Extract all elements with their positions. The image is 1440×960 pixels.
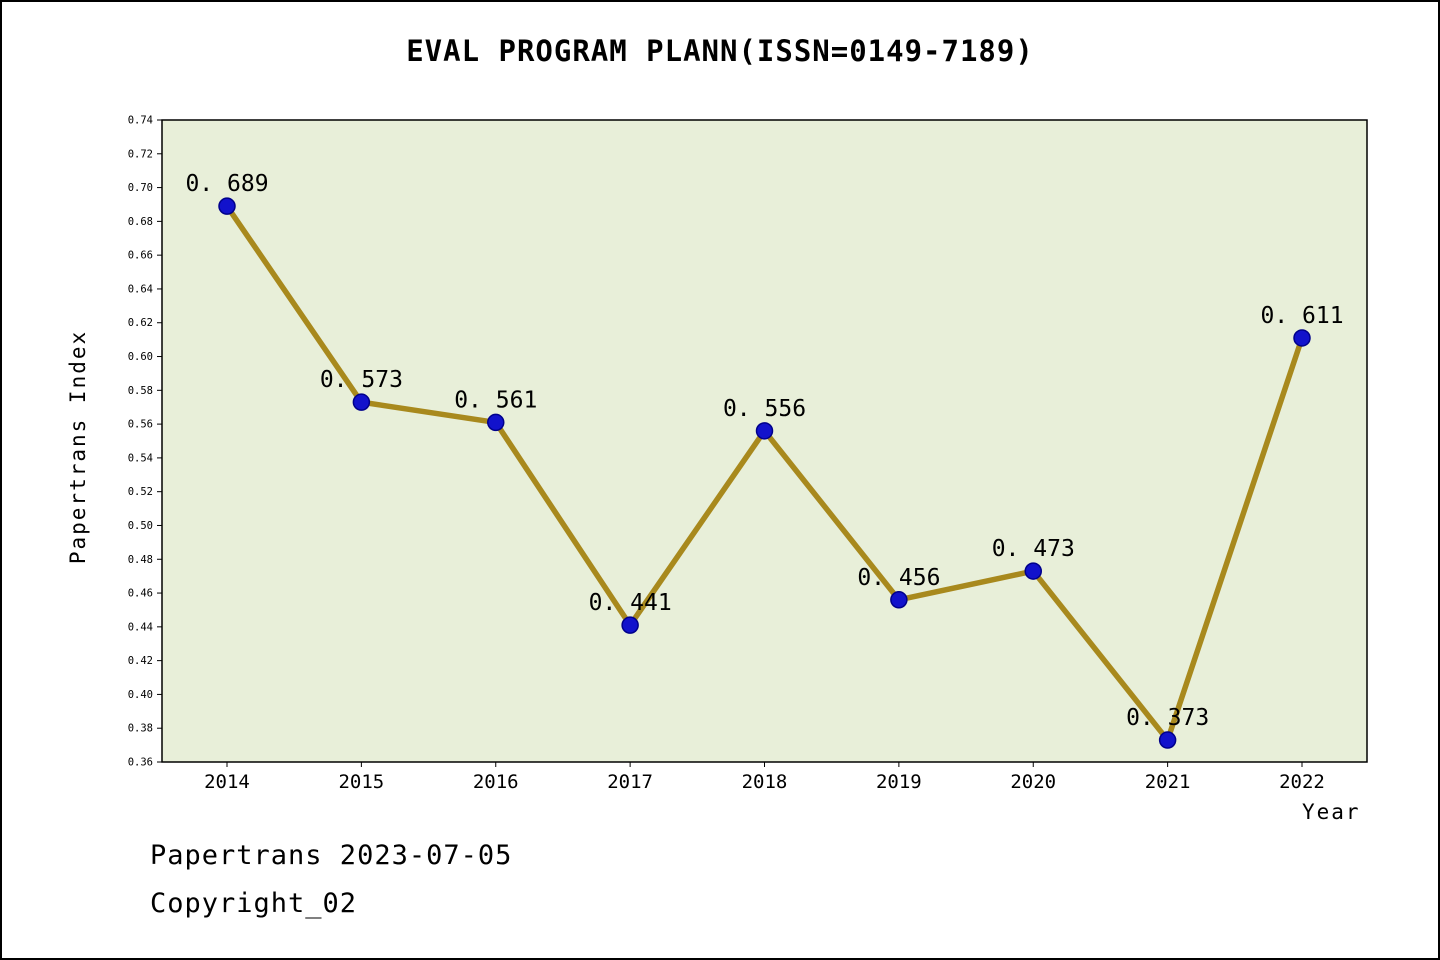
data-point: [1293, 329, 1311, 347]
y-tick-label: 0.40: [128, 689, 153, 701]
y-tick-label: 0.44: [128, 621, 153, 633]
data-point-label: 0. 473: [992, 536, 1075, 562]
x-tick-label: 2017: [607, 771, 653, 793]
y-tick-label: 0.60: [128, 351, 153, 363]
y-tick-label: 0.46: [128, 588, 153, 600]
y-tick-label: 0.56: [128, 419, 153, 431]
x-tick-label: 2019: [876, 771, 922, 793]
y-tick-label: 0.38: [128, 723, 153, 735]
data-point-label: 0. 556: [723, 396, 806, 422]
chart-title: EVAL PROGRAM PLANN(ISSN=0149-7189): [406, 34, 1034, 68]
data-point: [1158, 731, 1177, 749]
y-tick-label: 0.66: [128, 250, 153, 262]
data-point-label: 0. 373: [1126, 705, 1209, 731]
y-tick-label: 0.62: [128, 317, 153, 329]
plot-area: [161, 119, 1368, 763]
data-point: [218, 197, 236, 215]
data-point: [487, 413, 505, 432]
watermark-source-date: Papertrans 2023-07-05: [150, 840, 513, 871]
data-point: [1024, 562, 1042, 580]
data-point-label: 0. 441: [589, 590, 672, 616]
data-point: [755, 422, 774, 440]
x-tick-label: 2018: [742, 771, 788, 793]
x-axis-title: Year: [1302, 800, 1361, 824]
x-tick-label: 2021: [1145, 771, 1191, 793]
watermark-copyright: Copyright_02: [150, 888, 358, 919]
y-tick-label: 0.54: [128, 452, 153, 464]
y-tick-label: 0.36: [128, 757, 153, 769]
data-point-label: 0. 561: [454, 387, 537, 413]
x-tick-label: 2016: [473, 771, 519, 793]
data-point-label: 0. 611: [1260, 303, 1343, 329]
y-tick-label: 0.48: [128, 554, 153, 566]
y-tick-label: 0.50: [128, 520, 153, 532]
x-tick-label: 2022: [1279, 771, 1325, 793]
y-tick-label: 0.72: [128, 148, 153, 160]
x-tick-label: 2020: [1010, 771, 1056, 793]
data-point: [621, 616, 639, 634]
x-tick-label: 2014: [204, 771, 250, 793]
data-point: [352, 393, 371, 411]
y-tick-label: 0.68: [128, 216, 153, 228]
y-tick-label: 0.74: [128, 115, 153, 127]
data-point-label: 0. 573: [320, 367, 403, 393]
data-point-label: 0. 689: [185, 171, 268, 197]
y-tick-label: 0.58: [128, 385, 153, 397]
x-tick-label: 2015: [338, 771, 384, 793]
y-tick-label: 0.42: [128, 655, 153, 667]
y-tick-label: 0.64: [128, 283, 153, 295]
data-point-label: 0. 456: [857, 565, 940, 591]
y-tick-label: 0.52: [128, 486, 153, 498]
y-tick-label: 0.70: [128, 182, 153, 194]
data-point: [890, 591, 908, 609]
